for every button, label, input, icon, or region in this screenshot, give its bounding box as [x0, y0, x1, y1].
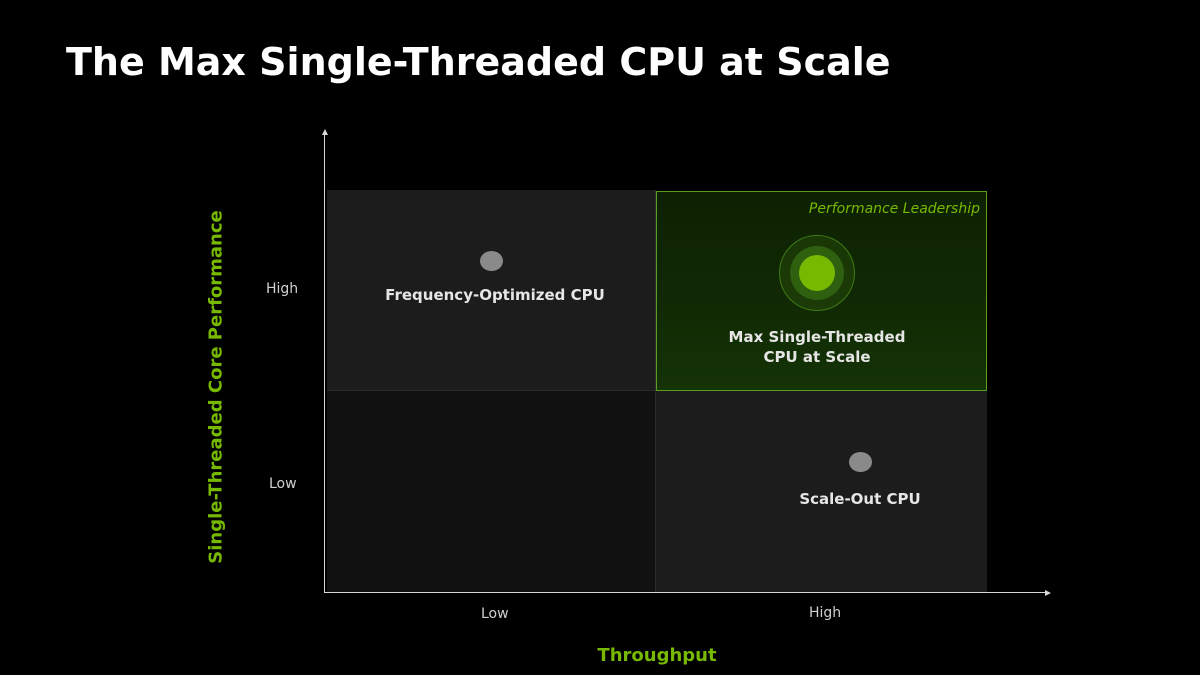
quadrant-low-st-high-throughput [656, 391, 987, 592]
x-axis-line [324, 592, 1046, 593]
max-single-threaded-label-line1: Max Single-Threaded [728, 328, 906, 346]
x-tick-high: High [809, 605, 842, 621]
y-tick-low: Low [269, 476, 297, 492]
max-single-threaded-marker [779, 235, 855, 311]
y-axis-arrow-icon [322, 129, 328, 135]
frequency-optimized-label: Frequency-Optimized CPU [385, 286, 605, 304]
y-axis-line [324, 134, 325, 593]
x-axis-arrow-icon [1045, 590, 1051, 596]
performance-leadership-tag: Performance Leadership [808, 201, 980, 217]
scale-out-marker [849, 452, 872, 472]
x-axis-title: Throughput [597, 645, 717, 666]
x-tick-low: Low [481, 606, 509, 622]
marker-core [799, 255, 835, 291]
y-tick-high: High [266, 281, 299, 297]
quadrant-high-st-low-throughput [327, 190, 656, 391]
max-single-threaded-label-line2: CPU at Scale [763, 348, 871, 366]
y-axis-title: Single-Threaded Core Performance [205, 210, 227, 564]
frequency-optimized-marker [480, 251, 503, 271]
max-single-threaded-label: Max Single-Threaded CPU at Scale [697, 327, 937, 367]
quadrant-low-st-low-throughput [327, 391, 656, 592]
scale-out-label: Scale-Out CPU [799, 490, 921, 508]
slide-title: The Max Single-Threaded CPU at Scale [66, 40, 891, 84]
